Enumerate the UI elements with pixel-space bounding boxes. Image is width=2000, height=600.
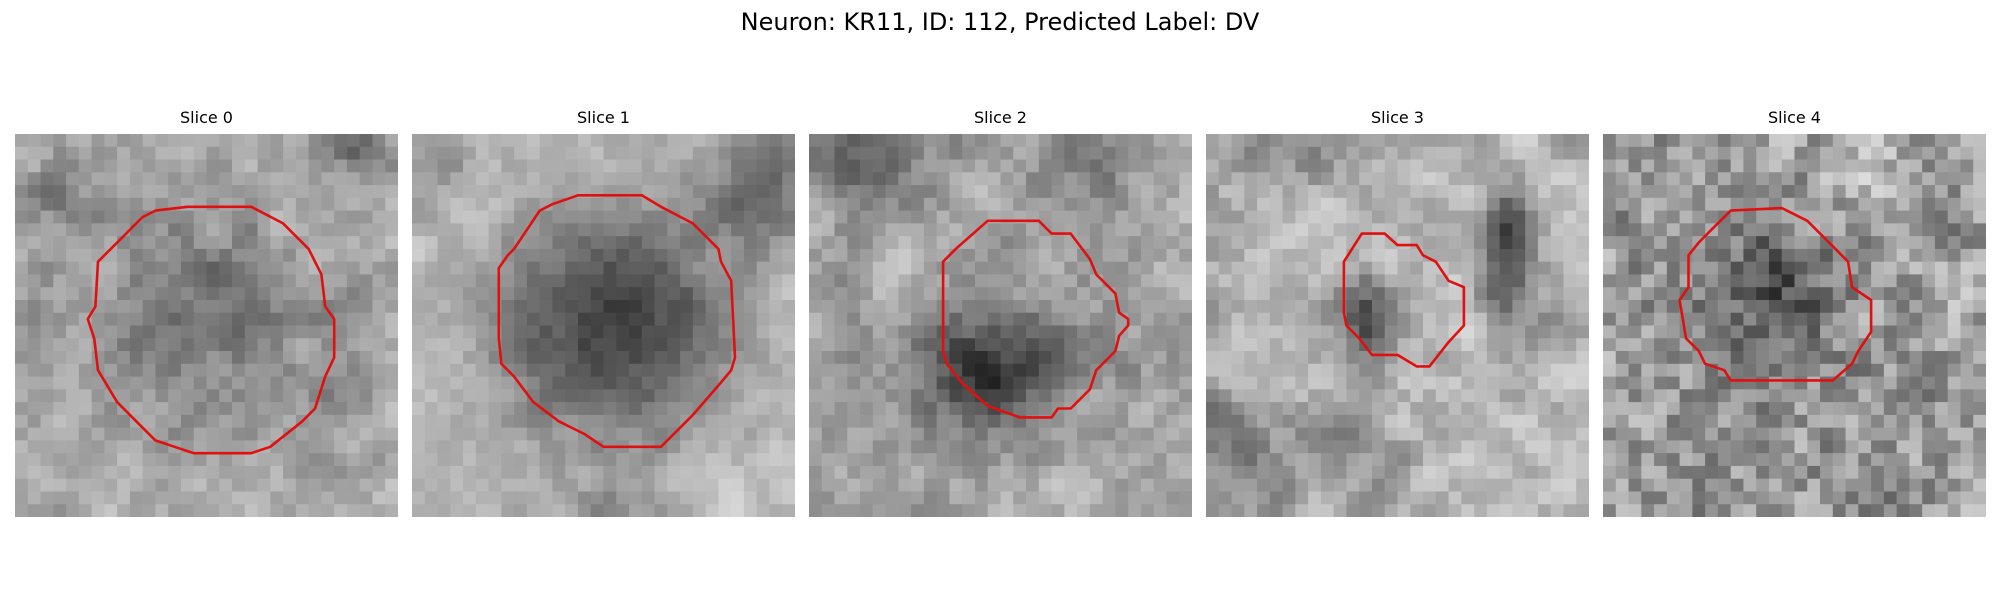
slice-image xyxy=(15,134,398,517)
slice-title: Slice 3 xyxy=(1371,108,1424,127)
slice-panel-4: Slice 4 xyxy=(1603,108,1986,520)
slice-image xyxy=(1603,134,1986,517)
slice-panel-3: Slice 3 xyxy=(1206,108,1589,520)
roi-outline xyxy=(497,193,737,449)
roi-outline xyxy=(86,205,336,455)
roi-outline xyxy=(1342,232,1466,368)
roi-outline xyxy=(941,219,1130,419)
slice-image xyxy=(1206,134,1589,517)
figure-title: Neuron: KR11, ID: 112, Predicted Label: … xyxy=(740,8,1260,36)
slice-title: Slice 2 xyxy=(974,108,1027,127)
slice-title: Slice 4 xyxy=(1768,108,1821,127)
slice-image xyxy=(809,134,1192,517)
slice-panel-1: Slice 1 xyxy=(412,108,795,520)
slice-title: Slice 1 xyxy=(577,108,630,127)
slice-panel-0: Slice 0 xyxy=(15,108,398,520)
slice-image xyxy=(412,134,795,517)
roi-outline xyxy=(1678,206,1873,382)
slice-title: Slice 0 xyxy=(180,108,233,127)
slice-panel-2: Slice 2 xyxy=(809,108,1192,520)
